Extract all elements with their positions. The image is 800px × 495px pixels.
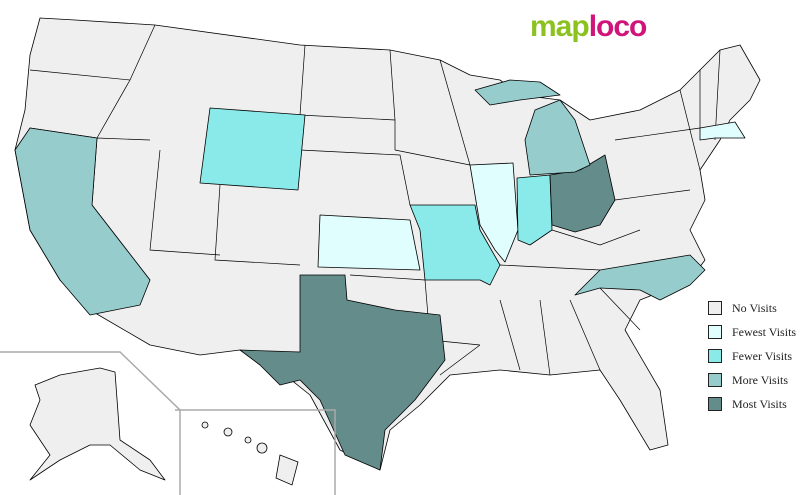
state-illinois bbox=[469, 162, 519, 263]
state-indiana bbox=[516, 174, 553, 246]
state-michigan-lower bbox=[524, 99, 591, 176]
state-wyoming bbox=[199, 107, 306, 191]
inset-borders bbox=[0, 351, 336, 495]
state-texas bbox=[239, 274, 446, 471]
legend: No Visits Fewest Visits Fewer Visits Mor… bbox=[708, 296, 796, 416]
state-kansas bbox=[317, 214, 421, 271]
state-massachusetts bbox=[699, 121, 746, 141]
legend-item-fewer-visits: Fewer Visits bbox=[708, 344, 796, 368]
state-alaska bbox=[29, 367, 166, 481]
legend-item-more-visits: More Visits bbox=[708, 368, 796, 392]
maploco-logo: maploco bbox=[530, 10, 647, 43]
legend-item-no-visits: No Visits bbox=[708, 296, 796, 320]
state-missouri bbox=[409, 204, 501, 286]
legend-item-fewest-visits: Fewest Visits bbox=[708, 320, 796, 344]
state-california bbox=[14, 127, 151, 316]
legend-item-most-visits: Most Visits bbox=[708, 392, 796, 416]
state-north-carolina bbox=[574, 254, 706, 301]
state-michigan-upper bbox=[474, 79, 561, 106]
state-hawaii bbox=[201, 421, 299, 486]
